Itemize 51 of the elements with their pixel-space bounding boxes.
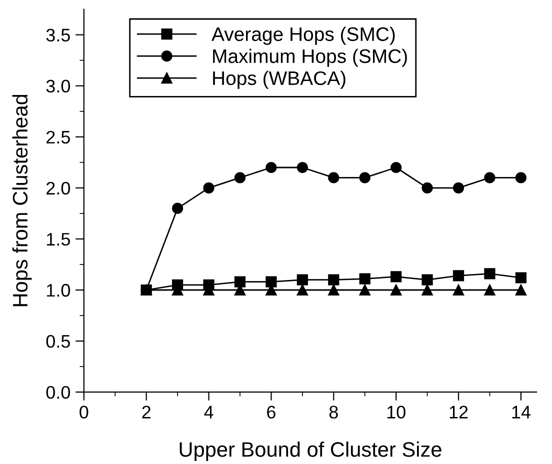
- y-axis-title: Hops from Clusterhead: [12, 94, 32, 306]
- point: [296, 284, 308, 296]
- point: [172, 202, 184, 214]
- point: [484, 268, 496, 280]
- point: [203, 182, 214, 194]
- y-tick-label: 3.0: [46, 80, 70, 93]
- point: [484, 172, 496, 184]
- point: [266, 162, 277, 174]
- point: [390, 271, 402, 282]
- point: [390, 284, 402, 296]
- legend-label: Maximum Hops (SMC): [213, 48, 407, 67]
- point: [266, 276, 277, 288]
- point: [296, 162, 308, 174]
- point: [359, 273, 370, 284]
- x-tick-label: 8: [329, 406, 338, 419]
- point: [452, 284, 464, 296]
- point: [422, 284, 433, 296]
- y-tick-label: 2.5: [46, 130, 70, 144]
- y-tick-label: 3.5: [46, 28, 70, 42]
- point: [359, 284, 370, 296]
- legend-label: Average Hops (SMC): [212, 26, 395, 45]
- x-tick-label: 2: [142, 406, 150, 418]
- point: [515, 272, 526, 284]
- point: [234, 276, 246, 288]
- x-axis-title: Upper Bound of Cluster Size: [180, 442, 442, 461]
- point: [328, 284, 340, 296]
- point: [328, 172, 340, 184]
- point: [452, 182, 464, 194]
- x-tick-label: 14: [512, 406, 530, 418]
- x-tick-label: 6: [267, 406, 276, 419]
- point: [328, 274, 340, 286]
- x-tick-label: 12: [450, 406, 468, 418]
- point: [359, 172, 370, 184]
- y-tick-label: 1.0: [46, 284, 70, 297]
- point: [515, 172, 526, 184]
- x-tick-label: 0: [80, 406, 88, 419]
- point: [484, 284, 496, 296]
- x-tick-label: 10: [387, 406, 406, 419]
- point: [515, 284, 526, 296]
- point: [234, 172, 246, 184]
- point: [422, 274, 433, 286]
- x-tick-label: 4: [204, 406, 214, 418]
- y-tick-label: 0.5: [46, 334, 70, 348]
- point: [452, 270, 464, 282]
- point: [422, 182, 433, 194]
- y-tick-label: 2.0: [46, 182, 70, 195]
- legend-label: Hops (WBACA): [213, 70, 346, 89]
- y-tick-label: 0.0: [46, 386, 70, 399]
- point: [296, 274, 308, 286]
- point: [390, 162, 402, 174]
- y-tick-label: 1.5: [46, 233, 70, 246]
